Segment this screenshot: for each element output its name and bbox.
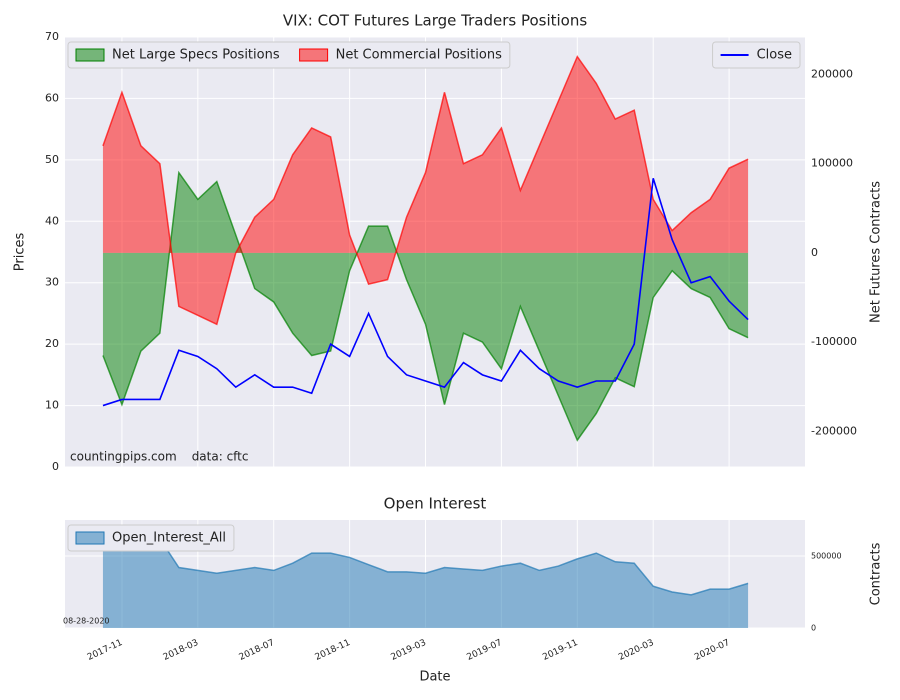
- x-tick-label: 2019-11: [541, 638, 579, 663]
- annotation: 08-28-2020: [63, 617, 110, 626]
- legend: Close: [712, 41, 801, 69]
- chart-title: VIX: COT Futures Large Traders Positions: [283, 12, 588, 30]
- y-tick-label: 60: [45, 91, 59, 104]
- legend: Open_Interest_All: [67, 524, 235, 552]
- x-tick-label: 2018-07: [238, 638, 276, 663]
- area-edge: [102, 55, 749, 326]
- legend-label: Net Commercial Positions: [336, 48, 502, 63]
- area-edge: [102, 170, 749, 442]
- chart-title: Open Interest: [384, 495, 487, 513]
- legend-label: Net Large Specs Positions: [112, 48, 280, 63]
- legend: Net Large Specs Positions Net Commercial …: [67, 41, 511, 69]
- x-tick-label: 2019-03: [390, 638, 428, 663]
- line: [102, 178, 749, 407]
- area: [102, 56, 749, 325]
- legend-swatch: [299, 48, 329, 62]
- legend-frame: [67, 41, 511, 69]
- y2-tick-label: 0: [811, 246, 818, 259]
- x-axis-label: Date: [419, 670, 450, 685]
- legend-label: Close: [757, 48, 792, 63]
- x-tick-label: 2020-03: [617, 638, 655, 663]
- x-tick-label: 2019-07: [465, 638, 503, 663]
- x-tick-label: 2018-03: [162, 638, 200, 663]
- annotation: countingpips.com: [70, 450, 177, 464]
- legend-frame: [712, 41, 801, 69]
- area-edge: [102, 527, 749, 596]
- x-tick-label: 2017-11: [86, 638, 124, 663]
- y-tick-label: 0: [52, 460, 59, 473]
- x-tick-label: 2020-07: [693, 638, 731, 663]
- legend-label: Open_Interest_All: [112, 531, 226, 546]
- y-tick-label: 50: [45, 153, 59, 166]
- y-tick-label: 70: [45, 30, 59, 43]
- y-axis-label: Prices: [13, 233, 28, 272]
- y2-axis-label: Contracts: [869, 542, 884, 605]
- legend-swatch: [75, 531, 105, 545]
- y2-axis-label: Net Futures Contracts: [869, 181, 884, 323]
- y2-tick-label: 100000: [811, 157, 853, 170]
- y2-tick-label: 0: [811, 624, 816, 633]
- area: [102, 172, 749, 441]
- y-tick-label: 10: [45, 399, 59, 412]
- x-tick-label: 2018-11: [314, 638, 352, 663]
- y2-tick-label: -200000: [811, 424, 857, 437]
- y2-tick-label: 500000: [811, 552, 842, 561]
- y2-tick-label: -100000: [811, 335, 857, 348]
- legend-swatch: [75, 48, 105, 62]
- y-tick-label: 20: [45, 337, 59, 350]
- y2-tick-label: 200000: [811, 67, 853, 80]
- legend-frame: [67, 524, 235, 552]
- y-tick-label: 30: [45, 276, 59, 289]
- annotation: data: cftc: [192, 450, 249, 464]
- area: [102, 528, 749, 628]
- y-tick-label: 40: [45, 214, 59, 227]
